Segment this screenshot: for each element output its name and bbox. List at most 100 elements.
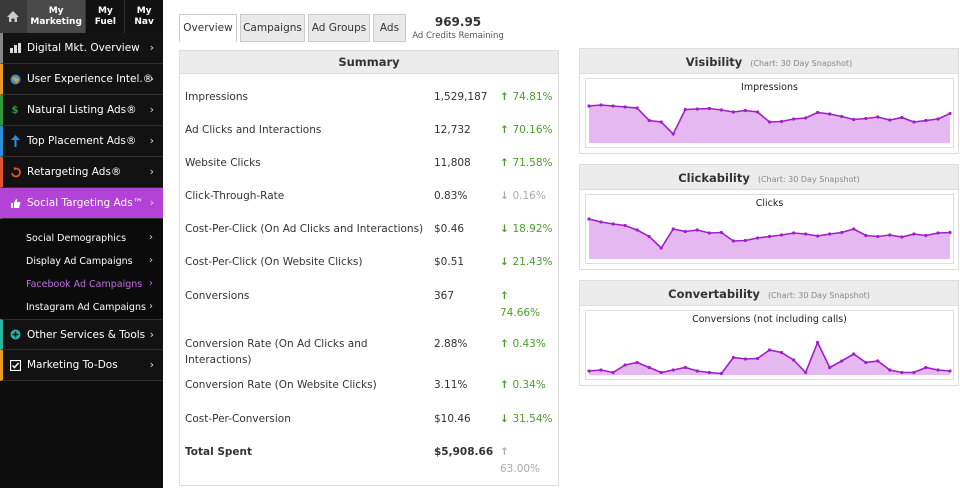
nav-my-fuel-label: My Fuel xyxy=(94,5,116,27)
sparkline-point xyxy=(864,233,868,238)
sparkline-point xyxy=(888,118,892,122)
top-nav: My Marketing My Fuel My Nav xyxy=(0,0,163,33)
summary-row-value: 0.83% xyxy=(434,190,468,202)
chart-title: Clickability xyxy=(678,171,750,185)
chart-title: Convertability xyxy=(668,287,760,301)
chart-area: Conversions (not including calls) xyxy=(585,310,954,380)
sparkline-point xyxy=(611,222,615,226)
sparkline-chart xyxy=(587,217,952,259)
chevron-right-icon: › xyxy=(149,278,153,289)
sparkline-point xyxy=(828,112,832,116)
sidebar-item-retargeting-ads[interactable]: Retargeting Ads® › xyxy=(0,157,163,188)
summary-row-value: $5,908.66 xyxy=(434,446,494,458)
sparkline-point xyxy=(743,108,747,113)
sparkline-point xyxy=(852,117,856,122)
sidebar-item-other-services-tools[interactable]: Other Services & Tools › xyxy=(0,319,163,350)
change-percent: 0.16% xyxy=(512,190,546,202)
tab-ad-groups[interactable]: Ad Groups xyxy=(308,14,370,42)
sparkline-point xyxy=(755,110,760,114)
sidebar-item-marketing-to-dos[interactable]: Marketing To-Dos › xyxy=(0,350,163,381)
sparkline-point xyxy=(779,233,784,237)
sparkline-point xyxy=(587,369,591,373)
sparkline-point xyxy=(623,223,627,228)
sparkline-point xyxy=(792,117,796,121)
sparkline-point xyxy=(816,234,820,238)
chevron-right-icon: › xyxy=(149,255,153,266)
sparkline-point xyxy=(683,229,687,234)
tab-overview[interactable]: Overview xyxy=(179,14,237,42)
thumbs-up-icon xyxy=(9,197,21,209)
sidebar-item-social-targeting-ads[interactable]: Social Targeting Ads™ › xyxy=(0,188,163,219)
subitem-facebook-ad-campaigns[interactable]: Facebook Ad Campaigns › xyxy=(0,273,163,296)
chart-header: Convertability (Chart: 30 Day Snapshot) xyxy=(580,281,958,306)
sparkline-point xyxy=(767,348,772,352)
sparkline-point xyxy=(924,233,928,238)
sparkline-point xyxy=(876,234,880,239)
subitem-social-demographics[interactable]: Social Demographics › xyxy=(0,227,163,250)
nav-my-marketing[interactable]: My Marketing xyxy=(26,0,86,33)
nav-my-marketing-label: My Marketing xyxy=(30,5,82,27)
sparkline-point xyxy=(924,118,928,123)
chevron-right-icon: › xyxy=(149,41,154,54)
ad-credits: 969.95 Ad Credits Remaining xyxy=(410,15,506,41)
sparkline-chart xyxy=(587,103,952,143)
tab-campaigns[interactable]: Campaigns xyxy=(240,14,305,42)
sidebar-item-label: Marketing To-Dos xyxy=(27,359,118,371)
home-icon xyxy=(7,11,20,22)
summary-row-change: ↓ 21.43% xyxy=(500,254,560,270)
sparkline-point xyxy=(804,370,808,375)
arrow-up-icon: ↑ xyxy=(500,379,513,391)
sidebar-item-label: Digital Mkt. Overview xyxy=(27,42,140,54)
chevron-right-icon: › xyxy=(149,165,154,178)
subitem-display-ad-campaigns[interactable]: Display Ad Campaigns › xyxy=(0,250,163,273)
summary-row-change: ↑ 71.58% xyxy=(500,155,560,171)
sparkline-point xyxy=(671,132,675,136)
summary-row-label: Total Spent xyxy=(185,446,253,458)
subitem-instagram-ad-campaigns[interactable]: Instagram Ad Campaigns › xyxy=(0,296,163,319)
submenu-spacer xyxy=(0,219,163,227)
sparkline-point xyxy=(623,105,627,109)
subitem-label: Facebook Ad Campaigns xyxy=(26,279,143,290)
sparkline-point xyxy=(647,234,651,239)
arrow-down-icon: ↓ xyxy=(500,223,513,235)
chevron-right-icon: › xyxy=(149,196,154,209)
chart-series-label: Clicks xyxy=(755,198,784,209)
arrow-up-icon: ↑ xyxy=(500,338,513,350)
sparkline-point xyxy=(792,358,796,362)
tab-ads[interactable]: Ads xyxy=(373,14,406,42)
plus-circle-icon xyxy=(9,329,21,341)
sparkline-point xyxy=(912,232,916,236)
summary-row-label: Conversion Rate (On Ad Clicks and Intera… xyxy=(185,338,368,366)
sparkline-point xyxy=(611,370,615,375)
sparkline-point xyxy=(707,370,711,375)
sparkline-point xyxy=(816,110,820,115)
change-percent: 74.66% xyxy=(500,307,541,319)
tab-label: Ad Groups xyxy=(311,22,367,34)
chevron-right-icon: › xyxy=(149,103,154,116)
arrow-up-icon: ↑ xyxy=(500,91,513,103)
home-button[interactable] xyxy=(0,0,27,33)
sidebar-item-natural-listing-ads[interactable]: $ Natural Listing Ads® › xyxy=(0,95,163,126)
sparkline-point xyxy=(659,246,663,250)
nav-my-nav[interactable]: My Nav xyxy=(124,0,163,33)
sidebar-item-top-placement-ads[interactable]: Top Placement Ads® › xyxy=(0,126,163,157)
summary-row-change: ↑ 70.16% xyxy=(500,122,560,138)
sparkline-point xyxy=(828,232,832,236)
summary-row-value: 2.88% xyxy=(434,338,468,350)
summary-row-change: ↑ 0.43% xyxy=(500,336,560,352)
sidebar-item-label: Natural Listing Ads® xyxy=(27,104,137,116)
sparkline-point xyxy=(731,239,735,243)
sparkline-point xyxy=(755,356,760,361)
sparkline-point xyxy=(936,368,940,372)
sidebar-item-user-experience-intel[interactable]: User Experience Intel.® › xyxy=(0,64,163,95)
sparkline-point xyxy=(671,368,675,372)
summary-row-label: Click-Through-Rate xyxy=(185,190,285,202)
summary-row-value: 1,529,187 xyxy=(434,91,488,103)
sidebar-item-digital-mkt-overview[interactable]: Digital Mkt. Overview › xyxy=(0,33,163,64)
sidebar-item-label: Other Services & Tools xyxy=(27,328,146,341)
subitem-label: Social Demographics xyxy=(26,233,127,244)
sparkline-point xyxy=(779,350,784,355)
nav-my-fuel[interactable]: My Fuel xyxy=(85,0,125,33)
sparkline-point xyxy=(707,106,711,111)
sparkline-point xyxy=(948,111,952,116)
